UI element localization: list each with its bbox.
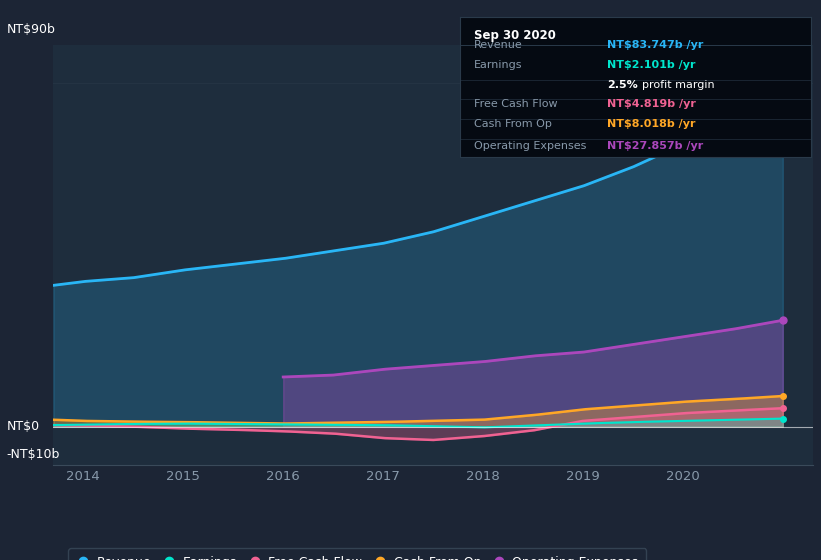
Text: NT$90b: NT$90b	[7, 24, 55, 36]
Text: NT$8.018b /yr: NT$8.018b /yr	[608, 119, 696, 129]
Text: -NT$10b: -NT$10b	[7, 447, 60, 460]
Text: 2.5%: 2.5%	[608, 80, 638, 90]
Text: Revenue: Revenue	[474, 40, 522, 50]
Text: Operating Expenses: Operating Expenses	[474, 141, 586, 151]
Text: NT$83.747b /yr: NT$83.747b /yr	[608, 40, 704, 50]
Text: NT$4.819b /yr: NT$4.819b /yr	[608, 99, 696, 109]
Text: profit margin: profit margin	[643, 80, 715, 90]
Text: NT$0: NT$0	[7, 420, 39, 433]
Text: NT$2.101b /yr: NT$2.101b /yr	[608, 60, 696, 70]
Text: NT$27.857b /yr: NT$27.857b /yr	[608, 141, 704, 151]
Text: Earnings: Earnings	[474, 60, 522, 70]
Legend: Revenue, Earnings, Free Cash Flow, Cash From Op, Operating Expenses: Revenue, Earnings, Free Cash Flow, Cash …	[68, 548, 646, 560]
Text: Free Cash Flow: Free Cash Flow	[474, 99, 557, 109]
Text: Sep 30 2020: Sep 30 2020	[474, 30, 556, 43]
Text: Cash From Op: Cash From Op	[474, 119, 552, 129]
